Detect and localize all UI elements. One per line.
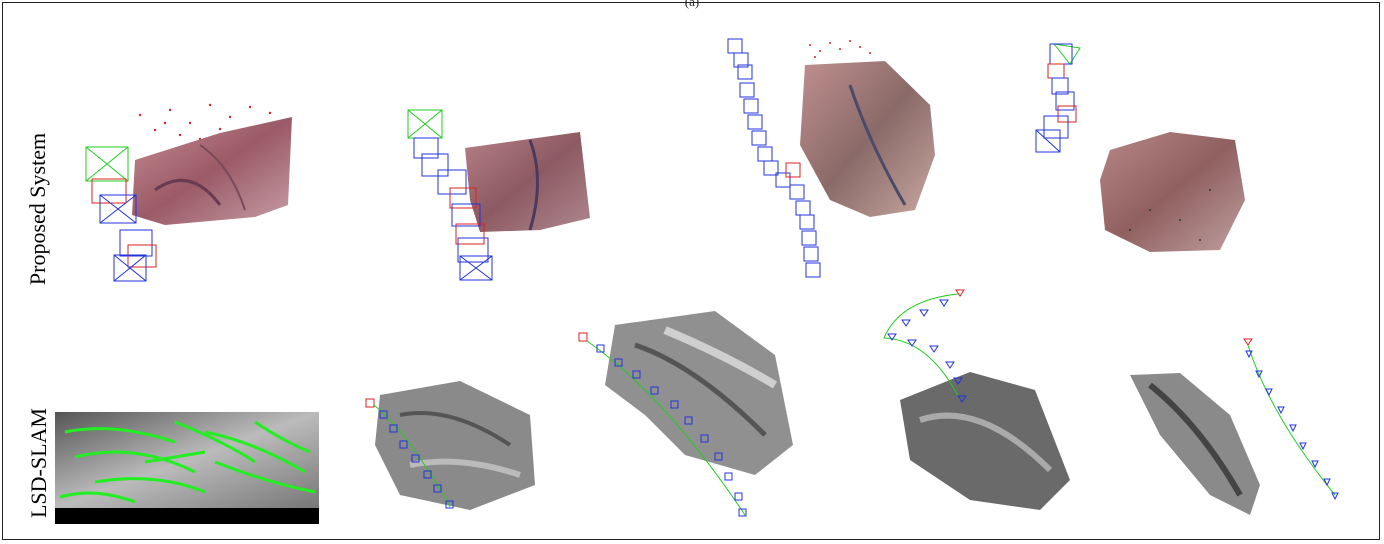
reconstruction-render	[1035, 43, 1245, 252]
reconstruction-render	[883, 289, 1070, 510]
sparse-points	[138, 103, 272, 141]
tissue-surface	[800, 61, 935, 217]
reconstruction-render	[85, 103, 292, 282]
camera-trajectory	[365, 398, 454, 509]
reconstruction-render	[407, 109, 590, 281]
camera-trajectory	[578, 332, 747, 517]
proposed-reconstruction-4	[1030, 40, 1280, 265]
tracked-frame-render	[55, 412, 319, 508]
proposed-reconstruction-2	[400, 100, 620, 290]
reconstruction-render	[727, 38, 935, 278]
tissue-surface	[1100, 132, 1245, 252]
camera-trajectory	[883, 289, 967, 403]
proposed-reconstruction-1	[80, 95, 320, 295]
depth-cloud	[605, 311, 793, 475]
reconstruction-render	[365, 381, 535, 510]
row-label-lsd-slam: LSD-SLAM	[26, 408, 51, 519]
lsd-slam-reconstruction-3	[870, 280, 1075, 520]
lsd-slam-live-frame	[55, 412, 319, 524]
row-label-proposed-system: Proposed System	[25, 132, 50, 286]
camera-trajectory	[1243, 338, 1339, 501]
camera-trajectory	[727, 38, 821, 278]
sparse-points	[809, 40, 871, 58]
camera-trajectory	[407, 109, 493, 281]
reconstruction-render	[1130, 338, 1339, 515]
reconstruction-render	[578, 311, 793, 517]
semi-dense-depth-points	[59, 420, 316, 504]
lsd-slam-reconstruction-4	[1120, 335, 1350, 525]
camera-trajectory	[85, 146, 157, 282]
status-overlay	[55, 508, 319, 524]
proposed-reconstruction-3	[720, 35, 960, 285]
tissue-surface	[465, 132, 590, 232]
lsd-slam-reconstruction-2	[575, 305, 800, 520]
depth-cloud	[375, 381, 535, 510]
depth-cloud	[900, 372, 1070, 510]
figure-caption: (a)	[684, 0, 700, 9]
lsd-slam-reconstruction-1	[360, 375, 560, 515]
camera-trajectory	[1035, 43, 1081, 153]
tissue-surface	[132, 117, 292, 225]
